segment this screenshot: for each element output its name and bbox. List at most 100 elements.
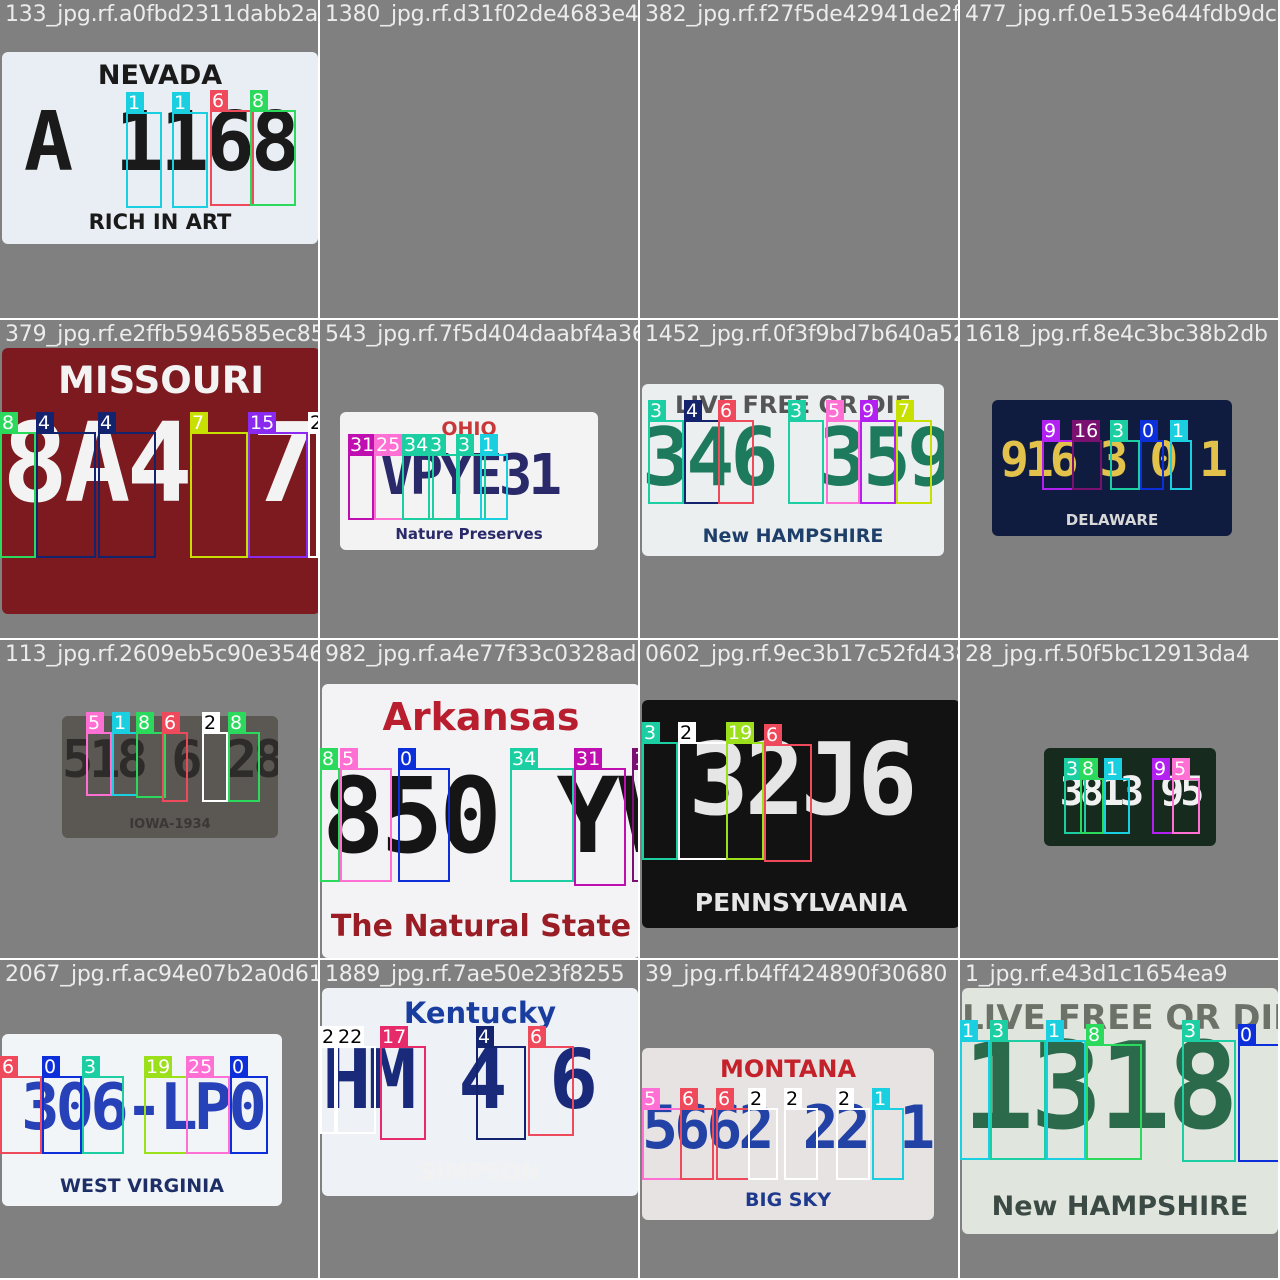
detection-box: 2 [836, 1088, 870, 1180]
plate-slogan-text: IOWA-1934 [129, 817, 211, 832]
detection-box: 1 [126, 92, 162, 208]
detection-box: 1 [1104, 758, 1130, 834]
class-label-tag: 0 [1140, 420, 1158, 442]
plate-state-text: Arkansas [382, 695, 580, 739]
class-label-tag: 8 [136, 712, 154, 734]
detection-box: 8 [1086, 1024, 1142, 1160]
class-label-tag: 2 [202, 712, 220, 734]
detection-box: 1 [480, 434, 508, 520]
detection-box: 6 [528, 1026, 574, 1136]
class-label-tag: 3 [1110, 420, 1128, 442]
detection-box: 9 [1152, 758, 1174, 834]
class-label-tag: 3 [82, 1056, 100, 1078]
detection-box: 3 [428, 434, 460, 520]
class-label-tag: 31 [348, 434, 377, 456]
class-label-tag: 6 [764, 724, 782, 746]
class-label-tag: 9 [1152, 758, 1170, 780]
class-label-tag: 4 [684, 400, 702, 422]
class-label-tag: 8 [228, 712, 246, 734]
detection-box: 0 [1238, 1024, 1278, 1162]
image-filename: 1889_jpg.rf.7ae50e23f8255 [325, 962, 625, 987]
class-label-tag: 8 [1086, 1024, 1104, 1046]
detection-box: 6 [162, 712, 188, 802]
class-label-tag: 1 [1104, 758, 1122, 780]
image-filename: 2067_jpg.rf.ac94e07b2a0d612880 [5, 962, 318, 987]
class-label-tag: 1 [126, 92, 144, 114]
class-label-tag: 2 [320, 1026, 338, 1048]
class-label-tag: 1 [1170, 420, 1188, 442]
class-label-tag: 3 [648, 400, 666, 422]
detection-box: 2 [678, 722, 728, 860]
detection-box: 19 [144, 1056, 188, 1154]
class-label-tag: 7 [896, 400, 914, 422]
detection-box: 9 [860, 400, 896, 504]
class-label-tag: 3 [990, 1020, 1008, 1042]
class-label-tag: 16 [632, 748, 638, 770]
image-filename: 1452_jpg.rf.0f3f9bd7b640a52b49 [645, 322, 958, 347]
class-label-tag: 2 [784, 1088, 802, 1110]
mosaic-tile: 32J6 PENNSYLVANIA 3 2 19 6 0602_jpg.rf.9ec3b17… [640, 640, 958, 958]
detection-box: 6 [764, 724, 812, 862]
class-label-tag: 22 [308, 412, 318, 434]
class-label-tag: 3 [456, 434, 474, 456]
class-label-tag: 6 [716, 1088, 734, 1110]
class-label-tag: 5 [642, 1088, 660, 1110]
plate-slogan-text: WEST VIRGINIA [60, 1175, 224, 1197]
detection-box: 2 [784, 1088, 818, 1180]
class-label-tag: 8 [320, 748, 338, 770]
detection-box: 0 [398, 748, 450, 882]
class-label-tag: 3 [1064, 758, 1082, 780]
plate-slogan-text: SIMPSON [419, 1160, 541, 1186]
plate-slogan-text: PENNSYLVANIA [694, 888, 908, 917]
plate-state-text: MONTANA [719, 1055, 857, 1083]
mosaic-tile: MONTANA 5662 22 12 BIG SKY 5 6 6 2 2 2 1 39_jpg.rf… [640, 960, 958, 1278]
detection-box: 0 [42, 1056, 82, 1154]
class-label-tag: 25 [374, 434, 403, 456]
image-filename: 28_jpg.rf.50f5bc12913da4 [965, 642, 1250, 667]
class-label-tag: 25 [186, 1056, 215, 1078]
detection-box: 16 [632, 748, 638, 882]
class-label-tag: 3 [428, 434, 446, 456]
detection-box: 31 [348, 434, 377, 520]
detection-box: 3 [1182, 1020, 1236, 1162]
detection-box: 0 [230, 1056, 268, 1154]
mosaic-tile: CM-4024WATER-WINTER WONDERLAND1222402413… [320, 0, 638, 318]
class-label-tag: 4 [476, 1026, 494, 1048]
plate-number-text: 518 6 28 [62, 730, 278, 790]
class-label-tag: 8 [1080, 758, 1098, 780]
license-plate-image: 518 6 28 IOWA-1934 [62, 716, 278, 838]
detection-box: 8 [0, 412, 36, 558]
class-label-tag: 8 [0, 412, 18, 434]
detection-box: 5 [642, 1088, 682, 1180]
plate-slogan-text: Nature Preserves [395, 525, 543, 543]
class-label-tag: 0 [1238, 1024, 1256, 1046]
image-filename: 1618_jpg.rf.8e4c3bc38b2db [965, 322, 1268, 347]
class-label-tag: 7 [190, 412, 208, 434]
image-filename: 113_jpg.rf.2609eb5c90e354692c4 [5, 642, 318, 667]
class-label-tag: 5 [340, 748, 358, 770]
class-label-tag: 6 [528, 1026, 546, 1048]
class-label-tag: 0 [398, 748, 416, 770]
class-label-tag: 0 [230, 1056, 248, 1078]
class-label-tag: 31 [574, 748, 603, 770]
detection-box: 0 [1140, 420, 1164, 490]
detection-box: 34 [510, 748, 574, 882]
class-label-tag: 5 [1172, 758, 1190, 780]
detection-box: 1 [112, 712, 138, 796]
detection-box: 1 [1170, 420, 1192, 490]
class-label-tag: 1 [112, 712, 130, 734]
detection-box: 3 [648, 400, 684, 504]
detection-box: 34 [402, 434, 434, 520]
class-label-tag: 1 [872, 1088, 890, 1110]
class-label-tag: 3 [1182, 1020, 1200, 1042]
detection-box: 4 [98, 412, 156, 558]
class-label-tag: 6 [0, 1056, 18, 1078]
detection-box: 8 [250, 90, 296, 206]
detection-box: 2 [748, 1088, 778, 1180]
image-filename: 982_jpg.rf.a4e77f33c0328ad5982 [325, 642, 638, 667]
detection-box: 8 [320, 748, 340, 882]
